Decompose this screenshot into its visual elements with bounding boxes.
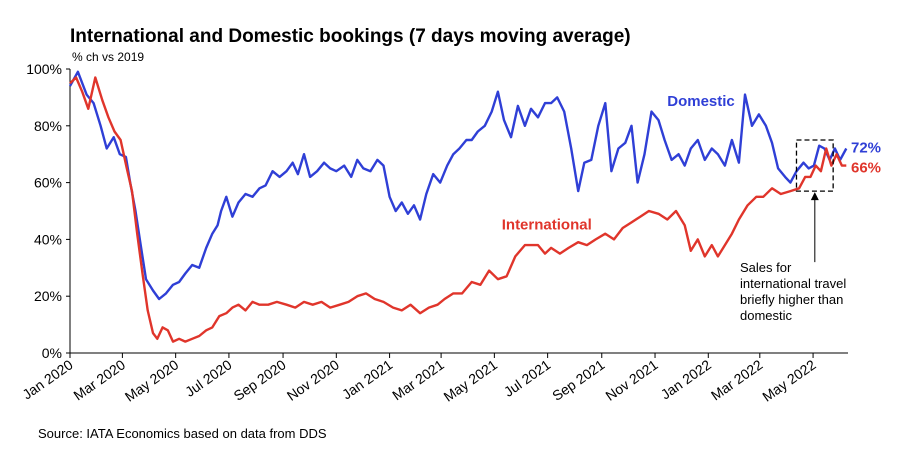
annotation-text-line: domestic bbox=[740, 308, 793, 323]
x-tick-label: Sep 2021 bbox=[549, 356, 607, 404]
domestic-series-label: Domestic bbox=[667, 93, 735, 110]
x-tick-label: Mar 2021 bbox=[389, 356, 447, 403]
y-tick-label: 60% bbox=[34, 175, 62, 191]
x-tick-label: May 2021 bbox=[441, 356, 501, 404]
annotation-arrowhead bbox=[810, 192, 819, 201]
chart-source: Source: IATA Economics based on data fro… bbox=[38, 426, 327, 441]
international-line bbox=[69, 76, 847, 343]
annotation-text-line: international travel bbox=[740, 276, 846, 291]
international-series-label: International bbox=[502, 216, 592, 233]
annotation-text-line: Sales for bbox=[740, 260, 792, 275]
x-tick-label: Nov 2020 bbox=[284, 356, 342, 404]
chart-subtitle: % ch vs 2019 bbox=[72, 50, 145, 64]
x-tick-label: Sep 2020 bbox=[230, 356, 288, 404]
highlight-box bbox=[795, 139, 834, 192]
domestic-line bbox=[68, 70, 848, 301]
x-tick-label: Jul 2020 bbox=[182, 356, 235, 400]
international-end-label: 66% bbox=[851, 160, 881, 177]
x-tick-label: Mar 2020 bbox=[70, 356, 128, 403]
y-tick-label: 20% bbox=[34, 288, 62, 304]
x-tick-label: Mar 2022 bbox=[708, 356, 766, 403]
annotation-text-line: briefly higher than bbox=[740, 292, 843, 307]
x-tick-label: Nov 2021 bbox=[602, 356, 660, 404]
y-tick-label: 0% bbox=[42, 345, 62, 361]
x-tick-label: Jan 2021 bbox=[339, 356, 396, 402]
y-tick-label: 100% bbox=[26, 61, 62, 77]
x-tick-label: Jan 2020 bbox=[19, 356, 76, 402]
x-tick-label: May 2022 bbox=[759, 356, 819, 404]
y-tick-label: 40% bbox=[34, 231, 62, 247]
domestic-end-label: 72% bbox=[851, 140, 881, 157]
series-layer: 72% 66% Domestic International bbox=[68, 70, 881, 343]
x-tick-label: Jul 2021 bbox=[501, 356, 554, 400]
x-tick-label: Jan 2022 bbox=[658, 356, 715, 402]
y-axis: 0% 20% 40% 60% 80% 100% bbox=[26, 61, 71, 361]
chart-title: International and Domestic bookings (7 d… bbox=[70, 26, 631, 47]
x-tick-label: May 2020 bbox=[122, 356, 182, 404]
y-tick-label: 80% bbox=[34, 118, 62, 134]
